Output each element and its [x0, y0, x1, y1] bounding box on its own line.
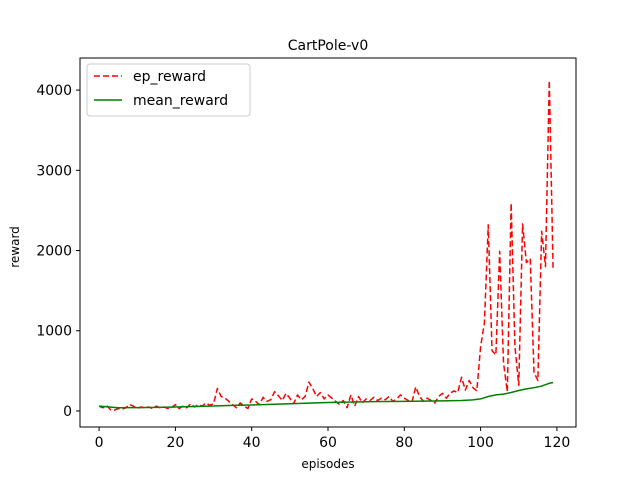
legend-box [86, 63, 251, 117]
x-tick-label: 40 [243, 435, 261, 451]
y-tick-label: 0 [63, 404, 72, 420]
series-line-mean-reward [99, 381, 554, 409]
plot-area [98, 79, 554, 411]
legend: ep_reward mean_reward [86, 63, 251, 117]
x-tick-label: 60 [319, 435, 337, 451]
x-tick-label: 120 [544, 435, 571, 451]
x-tick-label: 0 [95, 435, 104, 451]
x-tick-label: 100 [467, 435, 494, 451]
y-tick-label: 4000 [36, 83, 72, 99]
y-axis-label: reward [8, 226, 22, 268]
legend-label-mean-reward: mean_reward [133, 93, 228, 109]
y-tick-label: 3000 [36, 163, 72, 179]
series-line-ep-reward [98, 79, 554, 411]
x-tick-label: 20 [166, 435, 184, 451]
x-tick-label: 80 [395, 435, 413, 451]
y-tick-label: 2000 [36, 244, 72, 260]
ticks: 0 20 40 60 80 100 120 0 1000 2000 3000 4000 [36, 83, 570, 451]
x-axis-label: episodes [301, 457, 354, 471]
legend-label-ep-reward: ep_reward [133, 69, 206, 85]
y-tick-label: 1000 [36, 324, 72, 340]
chart-title: CartPole-v0 [288, 38, 368, 54]
